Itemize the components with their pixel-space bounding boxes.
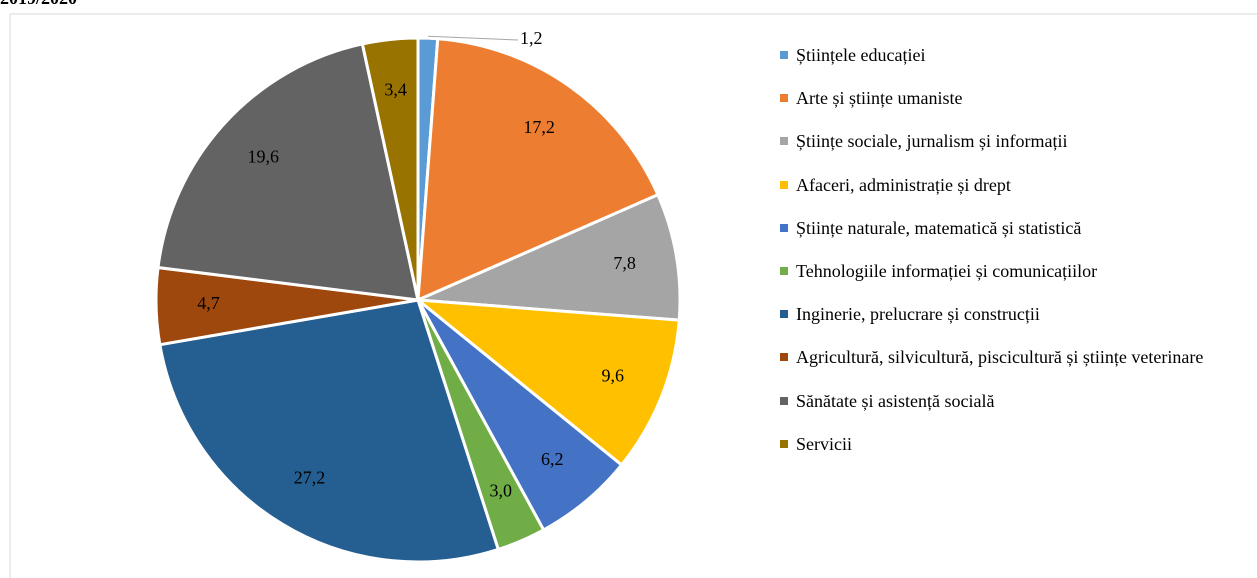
legend-swatch <box>780 396 788 405</box>
data-label: 19,6 <box>248 147 280 167</box>
pie-slice <box>416 37 660 303</box>
pie-slice <box>417 192 682 322</box>
legend-label: Agricultură, silvicultură, piscicultură … <box>796 347 1204 368</box>
legend-swatch <box>780 310 788 319</box>
data-label: 1,2 <box>520 28 543 48</box>
legend-item: Afaceri, administrație și drept <box>780 176 1250 194</box>
legend-label: Afaceri, administrație și drept <box>796 174 1011 195</box>
legend-swatch <box>780 353 788 362</box>
legend-swatch <box>780 137 788 146</box>
legend-label: Științele educației <box>796 45 926 65</box>
legend-label: Sănătate și asistență socială <box>796 390 995 411</box>
pie-slice <box>360 36 420 301</box>
legend-label: Inginerie, prelucrare și construcții <box>796 304 1040 325</box>
legend-item: Științe sociale, jurnalism și informații <box>780 132 1250 150</box>
legend-label: Științe naturale, matematică și statisti… <box>796 217 1082 238</box>
legend-label: Științe sociale, jurnalism și informații <box>796 131 1068 152</box>
legend-swatch <box>780 267 788 275</box>
data-label: 3,4 <box>384 80 407 100</box>
legend-label: Tehnologiile informației și comunicațiil… <box>796 261 1098 281</box>
legend-item: Sănătate și asistență socială <box>780 392 1250 410</box>
data-label: 3,0 <box>489 481 512 501</box>
pie-slice <box>156 42 420 302</box>
leader-line <box>427 35 518 41</box>
legend-item: Științele educației <box>780 46 1250 64</box>
pie-slice <box>413 298 681 468</box>
legend-swatch <box>780 439 788 448</box>
legend-label: Servicii <box>796 433 852 454</box>
legend-item: Servicii <box>780 435 1250 453</box>
legend-item: Inginerie, prelucrare și construcții <box>780 305 1250 323</box>
legend-item: Arte și științe umaniste <box>780 89 1250 107</box>
data-label: 4,7 <box>197 293 220 313</box>
data-label: 7,8 <box>613 253 636 273</box>
data-label: 6,2 <box>541 449 564 469</box>
legend-swatch <box>780 180 788 189</box>
pie-slice <box>158 298 501 564</box>
legend-item: Agricultură, silvicultură, piscicultură … <box>780 348 1250 366</box>
chart-title: 2019/2020 <box>0 0 77 8</box>
legend-swatch <box>780 51 788 59</box>
legend-item: Tehnologiile informației și comunicațiil… <box>780 262 1250 280</box>
data-label: 17,2 <box>523 117 555 137</box>
legend-swatch <box>780 94 788 103</box>
legend-swatch <box>780 223 788 232</box>
legend-label: Arte și științe umaniste <box>796 88 963 109</box>
legend-item: Științe naturale, matematică și statisti… <box>780 219 1250 237</box>
data-label: 27,2 <box>294 467 326 487</box>
data-label: 9,6 <box>601 366 624 386</box>
